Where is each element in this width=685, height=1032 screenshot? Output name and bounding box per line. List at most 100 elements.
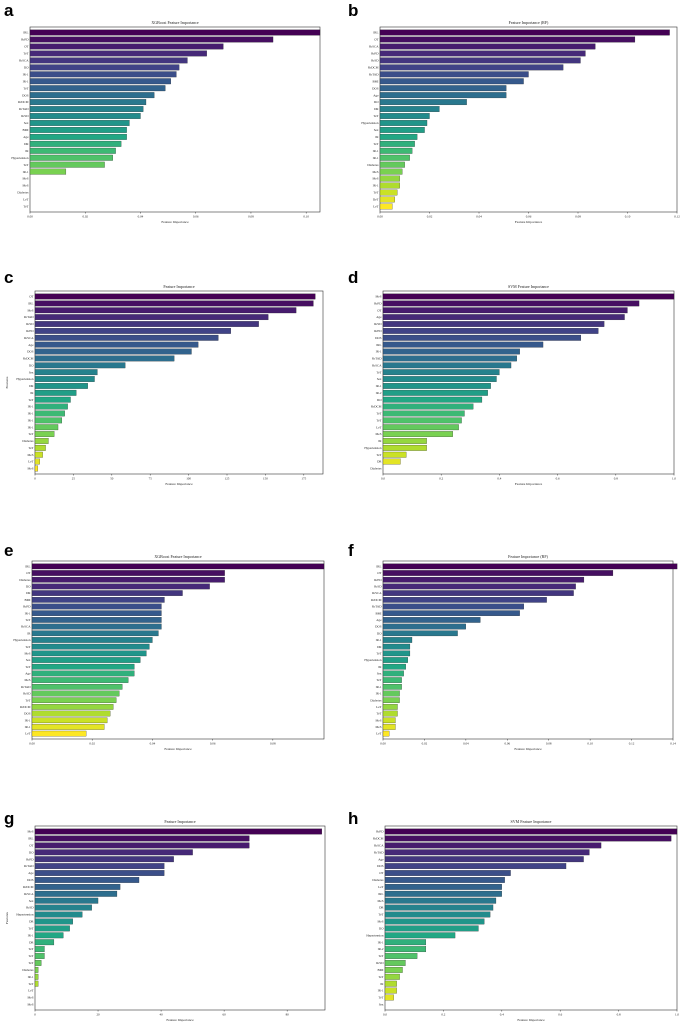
category-label: MeS [375, 432, 381, 436]
category-label: Age [28, 343, 34, 347]
bar-26 [31, 730, 87, 737]
category-label: Sex [377, 672, 382, 676]
category-label: RrPD [21, 38, 29, 42]
category-label: IR-1 [373, 184, 379, 188]
x-axis-label: Feature Importance [515, 482, 543, 486]
bar-19 [382, 417, 462, 424]
chart-title: SVM Feature Importance [511, 819, 552, 824]
category-label: Hypertension [11, 156, 29, 160]
bar-3 [29, 43, 224, 50]
bar-3 [34, 307, 297, 314]
bar-18 [382, 677, 402, 683]
category-label: DR [377, 645, 382, 649]
panel-label-b: b [348, 1, 358, 20]
bar-9 [382, 617, 481, 623]
category-label: RrSD [21, 114, 29, 118]
panel-label-a: a [4, 1, 14, 20]
category-label: TeT [376, 712, 381, 716]
bar-6 [34, 863, 165, 870]
bar-24 [379, 189, 398, 196]
category-label: TeT [25, 665, 30, 669]
category-label: LeT [376, 732, 381, 736]
category-label: DO [26, 585, 31, 589]
bar-12 [31, 637, 153, 643]
category-label: MeS [27, 996, 33, 1000]
bar-20 [34, 424, 59, 431]
category-label: TeT [376, 370, 381, 374]
bar-2 [29, 36, 274, 43]
bar-13 [382, 376, 497, 382]
bar-8 [34, 877, 140, 883]
bar-22 [379, 175, 400, 182]
chart-title: Feature Importance (RF) [508, 554, 548, 559]
category-label: DO [377, 631, 382, 635]
bar-18 [379, 147, 413, 154]
category-label: DOS [22, 93, 29, 97]
bar-8 [31, 610, 162, 616]
category-label: TeT [376, 412, 381, 416]
bar-3 [384, 842, 602, 849]
bar-6 [379, 64, 564, 71]
bar-3 [382, 576, 585, 583]
category-label: RrSCA [24, 336, 34, 340]
bar-21 [384, 966, 403, 973]
category-label: IR-1 [28, 405, 34, 409]
x-tick-label: 40 [159, 1013, 163, 1017]
bar-4 [34, 849, 193, 856]
category-label: IR-1 [376, 685, 382, 689]
category-label: MeS [375, 295, 381, 299]
category-label: IR-1 [28, 418, 34, 422]
category-label: TeT [378, 975, 383, 979]
x-tick-label: 0.04 [476, 215, 482, 219]
bar-22 [384, 973, 400, 980]
bar-4 [379, 50, 586, 57]
x-tick-label: 0.6 [556, 477, 560, 481]
category-label: TeT [378, 996, 383, 1000]
bar-14 [34, 918, 73, 925]
chart-title: Feature Importance (RF) [509, 20, 549, 25]
category-label: RrTAD [19, 107, 29, 111]
bar-11 [31, 630, 159, 637]
panel-e: e XGBoost Feature Importance IRL OT Diabetes… [4, 541, 325, 751]
bar-7 [382, 334, 582, 341]
bar-8 [29, 78, 171, 85]
category-label: TeT [28, 926, 33, 930]
bar-5 [31, 590, 183, 596]
bar-17 [31, 670, 135, 677]
bar-21 [382, 697, 400, 703]
plot-frame [382, 560, 674, 740]
bar-10 [384, 890, 502, 897]
bar-15 [34, 925, 70, 932]
category-label: TeT [376, 453, 381, 457]
category-label: RrDCM [373, 837, 384, 841]
x-tick-label: 0.02 [422, 742, 428, 746]
bar-17 [29, 140, 122, 147]
category-label: DR [374, 107, 379, 111]
category-label: IR [378, 439, 382, 443]
x-tick-label: 0.12 [629, 742, 635, 746]
bar-17 [34, 939, 55, 946]
bar-16 [382, 396, 483, 403]
category-label: DR [26, 591, 31, 595]
x-tick-label: 0.14 [670, 742, 676, 746]
category-label: IR-1 [25, 725, 31, 729]
category-label: TeT [373, 114, 378, 118]
bar-22 [34, 973, 39, 980]
panel-a: a XGBoost Feature Importance IRL RrPD OT TeT R… [4, 1, 321, 224]
bar-5 [34, 321, 259, 327]
category-label: DR [377, 460, 382, 464]
category-label: DOS [27, 350, 34, 354]
bar-11 [379, 99, 467, 106]
bar-4 [384, 849, 590, 856]
x-tick-label: 150 [263, 477, 268, 481]
bar-14 [29, 120, 130, 126]
x-tick-label: 0.12 [674, 215, 680, 219]
bar-21 [29, 168, 67, 175]
x-tick-label: 0.6 [558, 1013, 562, 1017]
bar-2 [379, 36, 636, 43]
category-label: IR-1 [378, 989, 384, 993]
category-label: DOS [375, 625, 382, 629]
category-label: IR-1 [376, 350, 382, 354]
category-label: Diabetes [370, 467, 382, 471]
category-label: Hypertension [16, 913, 34, 917]
